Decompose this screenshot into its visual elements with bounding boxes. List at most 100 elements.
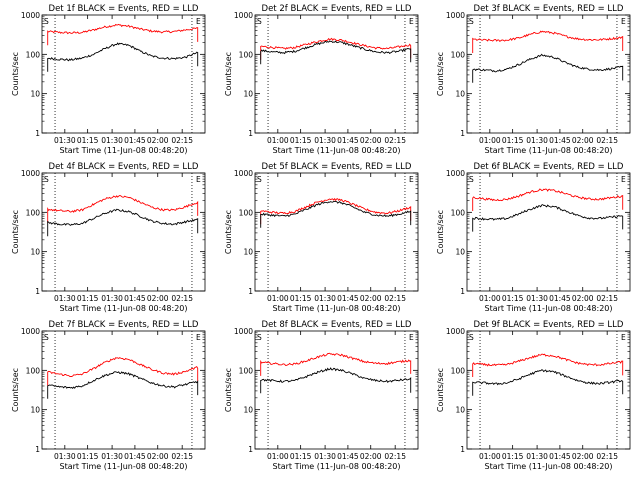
x-axis-label: Start Time (11-Jun-08 00:48:20)	[485, 462, 613, 471]
end-marker: E	[621, 333, 626, 342]
y-tick-label: 100	[451, 366, 466, 375]
end-marker: E	[621, 17, 626, 26]
y-tick-label: 10	[455, 90, 465, 99]
end-marker: E	[409, 175, 414, 184]
plot-frame	[254, 172, 419, 292]
start-marker: S	[257, 333, 262, 342]
y-tick-label: 10	[455, 406, 465, 415]
plot-frame	[466, 172, 631, 292]
events-series-line	[47, 208, 199, 237]
x-tick-label: 02:00	[147, 452, 169, 461]
x-tick-label: 01:15	[77, 136, 99, 145]
y-tick-label: 10	[243, 90, 253, 99]
y-axis-label: Counts/sec	[436, 368, 445, 412]
y-axis-label: Counts/sec	[11, 52, 20, 96]
plot-frame	[254, 330, 419, 450]
y-tick-label: 1	[35, 445, 40, 454]
x-tick-label: 02:15	[171, 294, 193, 303]
x-tick-label: 01:15	[290, 294, 312, 303]
x-tick-label: 01:30	[526, 136, 548, 145]
start-marker: S	[469, 333, 474, 342]
x-tick-label: 01:45	[549, 452, 571, 461]
y-tick-label: 100	[239, 50, 254, 59]
x-tick-label: 02:00	[147, 136, 169, 145]
x-tick-label: 02:15	[171, 136, 193, 145]
x-tick-label: 01:30	[314, 294, 336, 303]
x-tick-label: 02:00	[572, 452, 594, 461]
x-axis-label: Start Time (11-Jun-08 00:48:20)	[485, 146, 613, 155]
y-tick-label: 10	[30, 248, 40, 257]
x-tick-label: 01:00	[479, 452, 501, 461]
x-tick-label: 01:45	[549, 294, 571, 303]
x-axis-label: Start Time (11-Jun-08 00:48:20)	[485, 304, 613, 313]
panel-title: Det 3f BLACK = Events, RED = LLD	[474, 4, 624, 14]
x-tick-label: 01:30	[54, 294, 76, 303]
x-tick-label: 01:45	[337, 294, 359, 303]
y-tick-label: 1000	[21, 169, 40, 178]
y-axis-label: Counts/sec	[11, 368, 20, 412]
end-marker: E	[196, 333, 201, 342]
events-series-line	[472, 369, 624, 396]
x-axis-label: Start Time (11-Jun-08 00:48:20)	[273, 146, 401, 155]
y-tick-label: 10	[455, 248, 465, 257]
lld-series-line	[47, 357, 199, 386]
y-tick-label: 1	[248, 129, 253, 138]
start-marker: S	[469, 17, 474, 26]
lld-series-line	[260, 352, 412, 376]
y-tick-label: 100	[26, 208, 41, 217]
x-tick-label: 01:30	[101, 136, 123, 145]
y-tick-label: 100	[451, 208, 466, 217]
x-tick-label: 01:15	[502, 452, 524, 461]
x-tick-label: 01:15	[502, 294, 524, 303]
x-tick-label: 02:00	[360, 294, 382, 303]
x-axis-label: Start Time (11-Jun-08 00:48:20)	[60, 462, 188, 471]
lld-series-line	[47, 195, 199, 223]
x-tick-label: 01:00	[267, 294, 289, 303]
plot-frame	[41, 330, 206, 450]
x-tick-label: 01:30	[314, 136, 336, 145]
x-tick-label: 01:45	[549, 136, 571, 145]
x-axis-label: Start Time (11-Jun-08 00:48:20)	[60, 146, 188, 155]
y-axis-label: Counts/sec	[11, 210, 20, 254]
plot-frame	[466, 14, 631, 134]
chart-panel-5: Det 5f BLACK = Events, RED = LLD 1 10 100 10…	[224, 162, 419, 313]
y-tick-label: 1	[460, 287, 465, 296]
lld-series-line	[260, 37, 412, 60]
x-tick-label: 02:15	[384, 294, 406, 303]
x-axis-label: Start Time (11-Jun-08 00:48:20)	[273, 304, 401, 313]
x-tick-label: 02:00	[360, 136, 382, 145]
panel-title: Det 1f BLACK = Events, RED = LLD	[49, 4, 199, 14]
panel-title: Det 9f BLACK = Events, RED = LLD	[474, 320, 624, 330]
y-tick-label: 1000	[446, 327, 465, 336]
chart-panel-8: Det 8f BLACK = Events, RED = LLD 1 10 100 10…	[224, 320, 419, 471]
x-tick-label: 01:15	[290, 136, 312, 145]
chart-panel-2: Det 2f BLACK = Events, RED = LLD 1 10 100 10…	[224, 4, 419, 155]
panel-title: Det 8f BLACK = Events, RED = LLD	[262, 320, 412, 330]
x-tick-label: 02:15	[596, 294, 618, 303]
events-series-line	[47, 42, 199, 72]
x-tick-label: 01:45	[124, 294, 146, 303]
x-tick-label: 02:15	[596, 136, 618, 145]
y-tick-label: 1	[35, 287, 40, 296]
x-tick-label: 01:15	[290, 452, 312, 461]
lld-series-line	[472, 188, 624, 211]
x-tick-label: 01:00	[267, 136, 289, 145]
chart-panel-7: Det 7f BLACK = Events, RED = LLD 1 10 100 10…	[11, 320, 206, 471]
panel-title: Det 5f BLACK = Events, RED = LLD	[262, 162, 412, 172]
y-tick-label: 10	[243, 248, 253, 257]
plot-frame	[466, 330, 631, 450]
plot-frame	[41, 172, 206, 292]
y-tick-label: 1000	[234, 11, 253, 20]
x-tick-label: 01:45	[124, 136, 146, 145]
y-tick-label: 1000	[234, 169, 253, 178]
y-tick-label: 1	[460, 445, 465, 454]
y-tick-label: 1	[248, 287, 253, 296]
chart-panel-9: Det 9f BLACK = Events, RED = LLD 1 10 100 10…	[436, 320, 631, 471]
lld-series-line	[472, 353, 624, 377]
lld-series-line	[472, 30, 624, 53]
y-tick-label: 1000	[21, 11, 40, 20]
x-tick-label: 01:30	[314, 452, 336, 461]
x-tick-label: 01:00	[479, 136, 501, 145]
x-tick-label: 01:15	[77, 452, 99, 461]
